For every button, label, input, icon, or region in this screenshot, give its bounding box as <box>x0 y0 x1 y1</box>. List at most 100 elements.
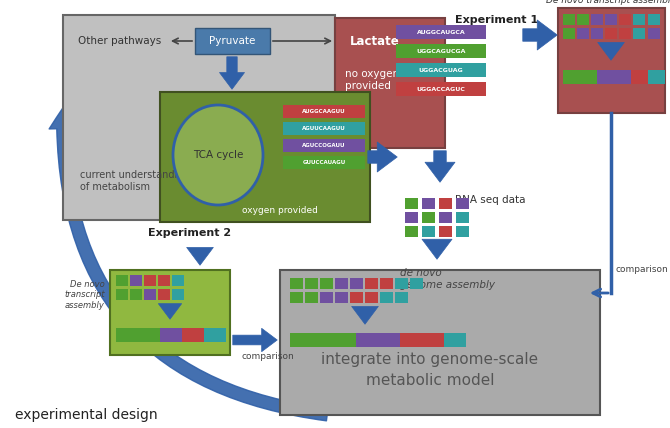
Text: current understanding
of metabolism: current understanding of metabolism <box>80 170 190 192</box>
Bar <box>605 14 617 25</box>
Bar <box>290 333 312 347</box>
Bar <box>422 198 435 209</box>
Bar <box>350 292 363 303</box>
Bar <box>283 156 365 169</box>
Bar <box>172 275 184 286</box>
Bar <box>172 289 184 300</box>
Bar <box>577 28 589 39</box>
Bar <box>283 105 365 118</box>
Bar <box>110 270 230 355</box>
Bar <box>116 328 138 342</box>
Text: RNA seq data: RNA seq data <box>455 195 525 205</box>
Bar <box>283 139 365 152</box>
Text: GUUCCAUAGU: GUUCCAUAGU <box>302 160 346 165</box>
Text: Experiment 1: Experiment 1 <box>455 15 538 25</box>
Bar <box>619 28 631 39</box>
Text: AUGGCAUGCA: AUGGCAUGCA <box>417 30 466 35</box>
Bar <box>396 82 486 96</box>
Bar <box>422 212 435 223</box>
Bar <box>395 278 408 289</box>
Text: Other pathways: Other pathways <box>78 36 161 46</box>
Text: comparison: comparison <box>242 352 295 361</box>
Bar <box>456 226 469 237</box>
Bar <box>422 226 435 237</box>
Bar <box>380 292 393 303</box>
Bar <box>580 70 597 84</box>
Bar <box>283 122 365 135</box>
Bar <box>439 198 452 209</box>
Text: UGGCAGUCGA: UGGCAGUCGA <box>416 48 466 54</box>
Bar <box>396 44 486 58</box>
Text: UGGACCAGUC: UGGACCAGUC <box>417 86 466 92</box>
Bar <box>182 328 204 342</box>
Bar <box>204 328 226 342</box>
Bar <box>335 18 445 148</box>
Bar <box>400 333 422 347</box>
Bar <box>305 278 318 289</box>
Text: Experiment 2: Experiment 2 <box>149 228 232 238</box>
FancyArrowPatch shape <box>49 108 328 421</box>
Bar <box>619 14 631 25</box>
Text: TCA cycle: TCA cycle <box>193 150 243 160</box>
Bar <box>144 289 156 300</box>
Bar <box>563 28 575 39</box>
Bar <box>160 92 370 222</box>
Bar <box>405 226 418 237</box>
Bar <box>439 212 452 223</box>
Text: UGGACGUAG: UGGACGUAG <box>419 68 464 72</box>
Text: AUGGCAAGUU: AUGGCAAGUU <box>302 109 346 114</box>
Bar <box>563 14 575 25</box>
Bar <box>335 292 348 303</box>
Bar <box>280 270 600 415</box>
Bar <box>577 14 589 25</box>
Bar <box>422 333 444 347</box>
Bar <box>144 275 156 286</box>
Bar <box>130 289 142 300</box>
Bar <box>633 28 645 39</box>
Text: comparison: comparison <box>615 265 668 274</box>
Bar <box>334 333 356 347</box>
Bar <box>405 212 418 223</box>
Bar <box>405 198 418 209</box>
Bar <box>365 278 378 289</box>
Bar <box>648 14 660 25</box>
Text: AGUUCAAGUU: AGUUCAAGUU <box>302 126 346 131</box>
Bar <box>116 275 128 286</box>
Text: no oxygen
provided: no oxygen provided <box>345 69 399 91</box>
Bar <box>456 212 469 223</box>
Bar <box>439 226 452 237</box>
Bar <box>130 275 142 286</box>
Bar <box>591 14 603 25</box>
Bar <box>158 275 170 286</box>
Bar <box>591 28 603 39</box>
Bar <box>378 333 400 347</box>
Bar <box>633 14 645 25</box>
Bar <box>335 278 348 289</box>
Bar <box>158 289 170 300</box>
Bar <box>563 70 580 84</box>
Bar <box>631 70 648 84</box>
Text: de novo
genome assembly: de novo genome assembly <box>400 268 495 290</box>
Bar <box>320 292 333 303</box>
Bar <box>444 333 466 347</box>
Bar <box>356 333 378 347</box>
Bar <box>648 28 660 39</box>
Text: experimental design: experimental design <box>15 408 157 422</box>
Bar <box>396 25 486 39</box>
Bar <box>410 278 423 289</box>
Bar <box>290 278 303 289</box>
Bar <box>350 278 363 289</box>
Text: Lactate: Lactate <box>350 35 400 48</box>
Bar <box>320 278 333 289</box>
Bar <box>160 328 182 342</box>
Text: integrate into genome-scale
metabolic model: integrate into genome-scale metabolic mo… <box>322 352 539 388</box>
Bar <box>138 328 160 342</box>
Ellipse shape <box>173 105 263 205</box>
Text: AGUCCOGAUU: AGUCCOGAUU <box>302 143 346 148</box>
Bar <box>396 63 486 77</box>
Bar <box>116 289 128 300</box>
Bar <box>558 8 665 113</box>
Bar <box>597 70 614 84</box>
Text: De novo
transcript
assembly: De novo transcript assembly <box>64 280 105 310</box>
Bar <box>605 28 617 39</box>
